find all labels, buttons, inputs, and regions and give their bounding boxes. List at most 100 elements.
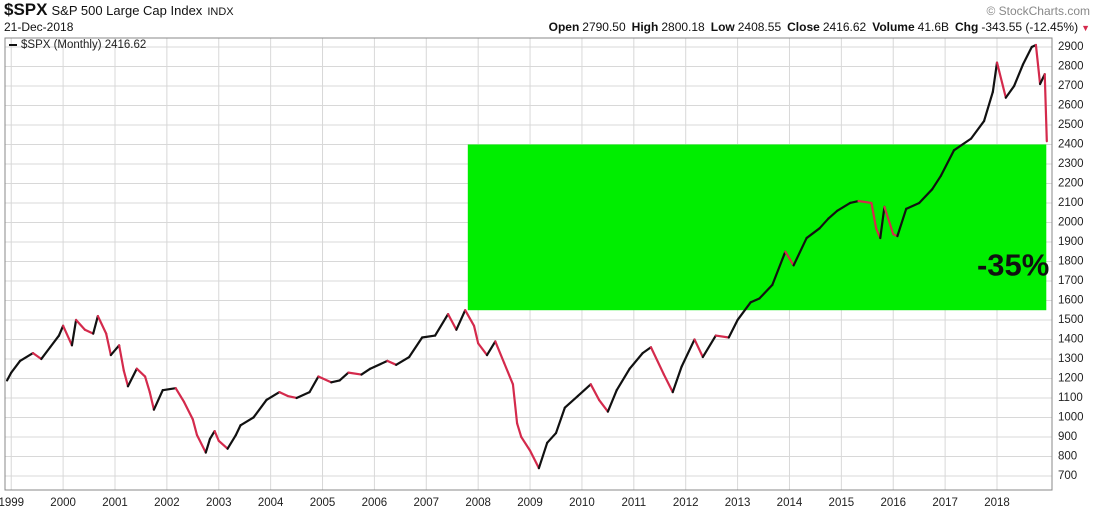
stat-label: Open	[548, 20, 580, 34]
line-segment	[347, 371, 363, 376]
line-segment	[857, 199, 873, 205]
line-segment	[143, 375, 151, 394]
line-segment	[714, 334, 730, 339]
line-segment	[49, 334, 61, 349]
line-segment	[818, 217, 830, 230]
y-tick-label: 2800	[1058, 61, 1084, 73]
line-segment	[213, 430, 220, 442]
line-segment	[330, 379, 341, 384]
line-segment	[278, 391, 289, 398]
y-tick-label: 700	[1058, 470, 1077, 482]
line-segment	[792, 236, 808, 267]
line-segment	[446, 313, 458, 331]
x-tick-label: 2003	[206, 497, 232, 509]
line-segment	[295, 391, 311, 400]
x-tick-label: 2013	[725, 497, 751, 509]
line-segment	[528, 449, 540, 470]
stats: Open 2790.50 High 2800.18 Low 2408.55 Close 241…	[543, 20, 1090, 36]
line-segment	[563, 394, 579, 409]
line-segment	[421, 334, 437, 339]
line-segment	[317, 375, 333, 384]
line-segment	[995, 61, 1007, 99]
x-tick-label: 2007	[413, 497, 439, 509]
stat-value: -343.55 (-12.45%)	[981, 20, 1079, 34]
line-segment	[805, 227, 821, 240]
line-segment	[118, 344, 125, 372]
line-segment	[455, 309, 467, 331]
y-tick-label: 2000	[1058, 216, 1084, 228]
y-tick-label: 2700	[1058, 80, 1084, 92]
line-segment	[204, 437, 212, 454]
line-segment	[1021, 45, 1033, 66]
line-segment	[208, 430, 216, 441]
line-segment	[234, 424, 242, 437]
stat-label: Chg	[955, 20, 979, 34]
y-tick-label: 2900	[1058, 41, 1084, 53]
line-segment	[537, 441, 549, 470]
line-segment	[1004, 84, 1016, 99]
line-segment	[991, 61, 999, 93]
line-segment	[472, 324, 480, 345]
line-segment	[395, 355, 411, 366]
line-segment	[849, 199, 860, 205]
header-row: 21-Dec-2018 Open 2790.50 High 2800.18 Low 240…	[4, 20, 1090, 36]
line-segment	[83, 328, 95, 335]
line-segment	[520, 435, 532, 452]
line-segment	[1013, 63, 1025, 88]
stat-value: 41.6B	[917, 20, 950, 34]
line-segment	[369, 359, 389, 370]
line-segment	[693, 338, 704, 359]
line-segment	[870, 201, 878, 230]
y-tick-label: 1100	[1058, 392, 1083, 404]
line-segment	[615, 367, 631, 392]
line-segment	[217, 439, 229, 450]
line-segment	[360, 367, 372, 376]
y-tick-label: 1600	[1058, 294, 1084, 306]
line-segment	[931, 174, 943, 191]
x-tick-label: 2002	[154, 497, 180, 509]
line-segment	[40, 346, 52, 361]
exchange: INDX	[207, 6, 234, 18]
line-segment	[239, 416, 255, 427]
line-segment	[434, 313, 450, 337]
line-segment	[982, 90, 994, 123]
source: © StockCharts.com	[986, 4, 1090, 18]
line-segment	[31, 352, 43, 361]
x-tick-label: 2011	[621, 497, 646, 509]
x-tick-label: 2017	[932, 497, 958, 509]
line-segment	[122, 369, 130, 388]
line-segment	[265, 391, 281, 402]
line-segment	[606, 389, 618, 413]
line-segment	[896, 207, 908, 238]
line-segment	[576, 383, 592, 398]
line-segment	[135, 367, 147, 378]
line-segment	[771, 250, 787, 286]
x-tick-label: 2008	[465, 497, 491, 509]
y-tick-label: 900	[1058, 431, 1077, 443]
stat-value: 2790.50	[582, 20, 626, 34]
line-segment	[939, 149, 956, 177]
line-segment	[191, 418, 199, 437]
down-arrow: ▼	[1081, 23, 1090, 33]
y-tick-label: 2300	[1058, 158, 1084, 170]
y-tick-label: 1700	[1058, 275, 1084, 287]
line-segment	[969, 119, 986, 140]
index-name: S&P 500 Large Cap Index	[51, 3, 203, 18]
line-segment	[308, 375, 320, 394]
y-tick-label: 1200	[1058, 372, 1084, 384]
x-tick-label: 2005	[310, 497, 336, 509]
line-segment	[252, 398, 268, 419]
line-segment	[749, 297, 761, 304]
line-segment	[649, 346, 666, 376]
y-tick-label: 1400	[1058, 333, 1084, 345]
y-tick-label: 1300	[1058, 353, 1084, 365]
line-segment	[758, 283, 774, 300]
range-band	[467, 144, 1047, 311]
date: 21-Dec-2018	[4, 20, 74, 34]
x-tick-label: 2012	[673, 497, 699, 509]
line-segment	[18, 352, 35, 363]
line-segment	[338, 371, 350, 382]
x-tick-label: 2004	[258, 497, 284, 509]
line-segment	[182, 400, 194, 421]
